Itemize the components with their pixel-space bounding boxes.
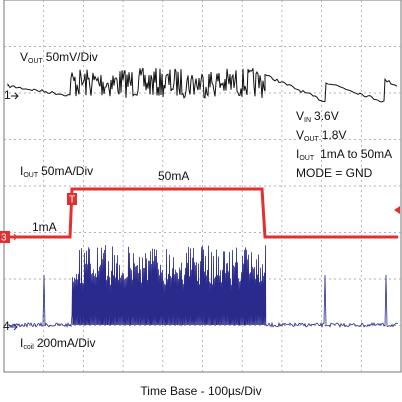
subscript: OUT: [23, 172, 39, 179]
scale: 50mA/Div: [41, 164, 93, 178]
subscript: coil: [23, 344, 34, 351]
footer: Time Base - 100µs/Div: [140, 384, 261, 398]
ch4-marker: 4: [3, 319, 10, 333]
low-level: 1mA: [32, 220, 57, 234]
symbol: V: [296, 128, 304, 142]
iout-trace: [8, 187, 398, 239]
value: 3.6V: [314, 109, 339, 123]
symbol: V: [20, 50, 28, 64]
symbol: I: [296, 147, 299, 161]
conditions: VIN 3.6V VOUT 1.8V IOUT 1mA to 50mA MODE = …: [296, 109, 392, 180]
subscript: OUT: [28, 58, 44, 65]
ch3-arrow: [10, 233, 18, 241]
trigger-level: [394, 206, 400, 214]
icoil-scale: Icoil 200mA/Div: [20, 336, 96, 351]
condition: VOUT 1.8V: [296, 128, 346, 143]
subscript: OUT: [304, 136, 320, 143]
ch3-marker: 3: [1, 233, 7, 244]
condition: MODE = GND: [296, 166, 373, 180]
symbol: I: [20, 336, 23, 350]
vout-scale: VOUT 50mV/Div: [20, 50, 98, 65]
trigger-box: [67, 193, 77, 205]
symbol: V: [296, 109, 304, 123]
scale: 50mV/Div: [46, 50, 98, 64]
condition: IOUT 1mA to 50mA: [296, 147, 392, 162]
high-level: 50mA: [158, 169, 189, 183]
waveforms: [7, 67, 399, 329]
subscript: IN: [304, 117, 311, 124]
vout-trace: [7, 67, 398, 103]
iout-scale: IOUT 50mA/Div: [20, 164, 93, 179]
ch1-arrow: [11, 92, 19, 100]
scale: 200mA/Div: [37, 336, 96, 350]
trigger-marker: T: [69, 195, 75, 206]
symbol: I: [20, 164, 23, 178]
icoil-trace: [7, 245, 399, 329]
subscript: OUT: [299, 155, 315, 162]
ch4-arrow: [10, 323, 18, 331]
value: 1.8V: [322, 128, 347, 142]
value: 1mA to 50mA: [320, 147, 392, 161]
ch3-box: [0, 231, 10, 243]
condition: VIN 3.6V: [296, 109, 339, 124]
ch1-marker: 1: [4, 88, 11, 102]
